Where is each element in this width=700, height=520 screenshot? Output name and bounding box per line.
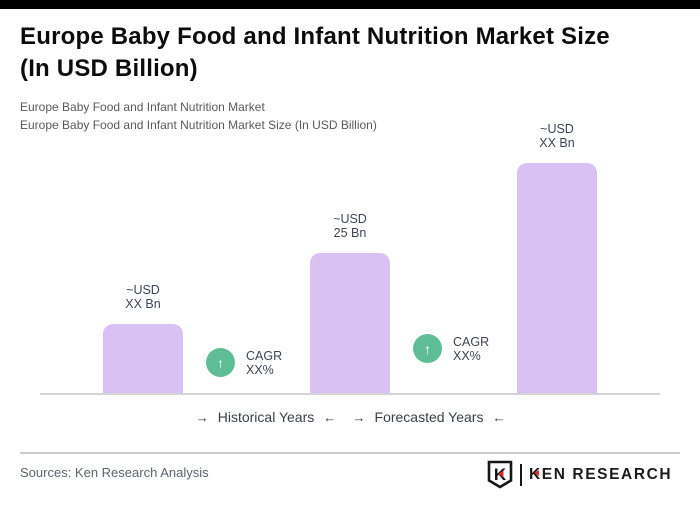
cagr-badge: ↑ CAGR XX% — [206, 348, 282, 377]
cagr-badge-text: CAGR XX% — [246, 349, 282, 377]
arrow-left-icon: ← — [492, 409, 506, 425]
bar-value-line1: ~USD — [126, 283, 160, 297]
historical-years-annotation: → Historical Years ← — [196, 409, 337, 425]
arrow-left-icon: ← — [323, 409, 337, 425]
chart-subtitle-line2: Europe Baby Food and Infant Nutrition Ma… — [20, 118, 377, 132]
chart-bar-base-year — [310, 253, 390, 394]
chart-subtitle: Europe Baby Food and Infant Nutrition Ma… — [20, 98, 620, 134]
page-title: Europe Baby Food and Infant Nutrition Ma… — [20, 21, 675, 85]
sources-text: Sources: Ken Research Analysis — [20, 465, 209, 480]
cagr-label: CAGR — [453, 334, 490, 349]
cagr-value: XX% — [246, 362, 274, 377]
arrow-right-icon: → — [352, 409, 366, 425]
bar-value-label: ~USD 25 Bn — [310, 212, 390, 240]
page-title-line1: Europe Baby Food and Infant Nutrition Ma… — [20, 23, 610, 50]
forecasted-years-text: Forecasted Years — [374, 409, 484, 425]
arrow-right-icon: → — [195, 409, 209, 425]
bar-value-label: ~USD XX Bn — [103, 283, 183, 311]
growth-up-arrow-icon: ↑ — [206, 348, 235, 377]
bar-value-line1: ~USD — [333, 212, 367, 226]
bar-value-line2: 25 Bn — [333, 226, 367, 240]
forecasted-years-annotation: → Forecasted Years ← — [353, 409, 506, 425]
growth-up-arrow-icon: ↑ — [413, 334, 442, 363]
footer-divider — [20, 452, 680, 454]
logo-divider — [520, 463, 522, 486]
cagr-badge: ↑ CAGR XX% — [413, 334, 489, 363]
page-title-line2: (In USD Billion) — [20, 55, 198, 82]
cagr-label: CAGR — [246, 348, 283, 363]
bar-value-line1: ~USD — [540, 122, 574, 136]
chart-bar-historical — [103, 324, 183, 394]
wordmark-k: K — [529, 465, 542, 483]
cagr-value: XX% — [453, 348, 481, 363]
ken-research-wordmark: K EN RESEARCH — [529, 466, 672, 484]
x-axis-baseline — [40, 393, 660, 395]
red-wedge-icon — [534, 470, 539, 476]
historical-years-text: Historical Years — [217, 409, 315, 425]
cagr-badge-text: CAGR XX% — [453, 335, 489, 363]
top-accent-bar — [0, 0, 700, 9]
chart-subtitle-line1: Europe Baby Food and Infant Nutrition Ma… — [20, 100, 265, 114]
ken-research-emblem-icon: K — [487, 460, 513, 489]
bar-value-line2: XX Bn — [125, 297, 161, 311]
bar-value-line2: XX Bn — [539, 136, 575, 150]
chart-bar-forecast — [517, 163, 597, 394]
ken-research-logo: K KEN RESEARCH — [487, 460, 672, 489]
bar-value-label: ~USD XX Bn — [517, 122, 597, 150]
wordmark-rest: EN RESEARCH — [541, 465, 673, 483]
